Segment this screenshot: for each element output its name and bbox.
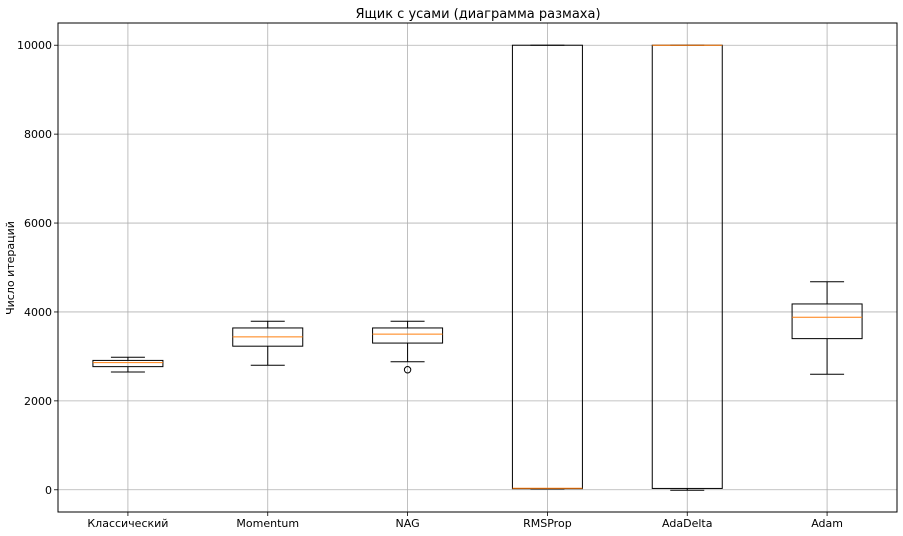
box-NAG [372, 320, 444, 374]
grid-lines [58, 23, 897, 512]
x-tick-label: Классический [87, 517, 168, 530]
box-rect [791, 303, 863, 340]
box-Классический [92, 356, 164, 373]
box-Adam [791, 281, 863, 375]
box-rect [92, 359, 164, 368]
box-RMSProp [511, 44, 583, 490]
box-Momentum [232, 320, 304, 366]
x-tick-label: NAG [396, 517, 420, 530]
y-tick-label: 4000 [24, 306, 52, 319]
x-tick-label: Adam [811, 517, 843, 530]
y-tick-label: 2000 [24, 395, 52, 408]
y-tick-label: 10000 [17, 39, 52, 52]
outlier-point [403, 366, 412, 374]
tick-labels: 0 2000 4000 6000 8000 10000 Классический Moment… [17, 39, 843, 530]
y-tick-label: 8000 [24, 128, 52, 141]
box-AdaDelta [651, 44, 723, 491]
x-tick-label: AdaDelta [662, 517, 712, 530]
x-tick-label: Momentum [236, 517, 299, 530]
y-tick-label: 0 [45, 484, 52, 497]
chart-title: Ящик с усами (диаграмма размаха) [355, 7, 600, 22]
y-axis-label: Число итераций [4, 221, 17, 315]
y-tick-label: 6000 [24, 217, 52, 230]
plot-frame [57, 22, 898, 513]
boxes-layer [92, 44, 863, 491]
box-rect [372, 327, 444, 344]
x-tick-label: RMSProp [523, 517, 572, 530]
